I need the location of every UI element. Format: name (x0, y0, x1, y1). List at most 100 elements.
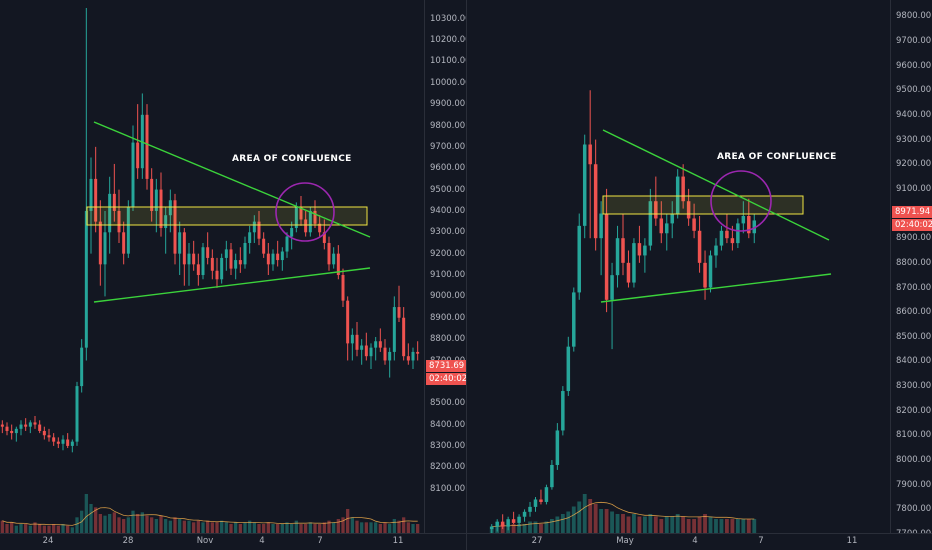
candle[interactable] (615, 225, 620, 288)
candle[interactable] (84, 8, 88, 361)
plot-area-right[interactable]: AREA OF CONFLUENCE (467, 0, 890, 534)
candle[interactable] (10, 424, 14, 440)
candle[interactable] (238, 247, 242, 273)
candle[interactable] (675, 169, 680, 219)
candle[interactable] (632, 238, 636, 288)
candle[interactable] (511, 511, 516, 525)
candle[interactable] (406, 343, 410, 365)
candle[interactable] (495, 519, 499, 532)
candle[interactable] (252, 215, 256, 243)
candle[interactable] (42, 426, 46, 440)
candle[interactable] (262, 232, 266, 258)
trendline-upper[interactable] (93, 121, 371, 238)
candle[interactable] (75, 381, 79, 446)
candle[interactable] (243, 236, 247, 269)
plot-area-left[interactable]: AREA OF CONFLUENCE (0, 0, 424, 534)
candle[interactable] (136, 104, 140, 179)
candle[interactable] (201, 242, 205, 280)
candle[interactable] (397, 285, 401, 323)
candle[interactable] (89, 157, 93, 254)
candle[interactable] (681, 164, 685, 209)
candle[interactable] (533, 497, 538, 512)
candle[interactable] (355, 322, 359, 357)
candle[interactable] (24, 418, 28, 431)
candle[interactable] (122, 221, 126, 265)
candle[interactable] (374, 336, 378, 361)
candle[interactable] (145, 104, 149, 190)
candle[interactable] (5, 422, 9, 436)
candle[interactable] (360, 339, 364, 365)
candle[interactable] (500, 514, 505, 530)
candle[interactable] (665, 213, 669, 251)
candle[interactable] (56, 437, 60, 449)
candle[interactable] (0, 420, 4, 434)
candle[interactable] (544, 484, 549, 505)
candle[interactable] (108, 176, 112, 254)
candle[interactable] (14, 426, 18, 442)
candle[interactable] (47, 428, 51, 442)
candle[interactable] (383, 339, 387, 365)
candle[interactable] (299, 195, 303, 226)
candle[interactable] (290, 221, 294, 250)
candle[interactable] (517, 514, 521, 527)
candle[interactable] (692, 203, 696, 239)
candle[interactable] (599, 201, 603, 276)
candle[interactable] (686, 188, 691, 226)
candle[interactable] (388, 347, 392, 378)
candle[interactable] (52, 433, 56, 446)
candle[interactable] (192, 240, 196, 271)
candle[interactable] (654, 176, 658, 226)
confluence-circle[interactable] (275, 182, 335, 242)
candle[interactable] (697, 216, 702, 273)
candle[interactable] (350, 328, 354, 361)
candle[interactable] (369, 343, 373, 370)
candle[interactable] (539, 489, 543, 505)
candle[interactable] (182, 228, 186, 286)
confluence-zone[interactable] (602, 195, 804, 215)
candle[interactable] (28, 420, 32, 434)
candle[interactable] (332, 247, 336, 269)
candle[interactable] (304, 210, 308, 237)
candle[interactable] (327, 236, 331, 271)
candle[interactable] (736, 218, 740, 249)
candle[interactable] (336, 245, 340, 280)
candle[interactable] (582, 134, 587, 239)
candle[interactable] (61, 435, 65, 451)
candle[interactable] (714, 238, 718, 268)
candle[interactable] (604, 188, 609, 313)
candle[interactable] (196, 253, 200, 286)
candle[interactable] (150, 168, 154, 222)
candle[interactable] (416, 341, 420, 361)
candle[interactable] (266, 242, 270, 276)
candle[interactable] (215, 257, 219, 288)
candle[interactable] (126, 200, 130, 258)
candle[interactable] (670, 201, 674, 239)
candle[interactable] (392, 296, 396, 361)
trendline-lower[interactable] (93, 267, 371, 303)
candle[interactable] (98, 200, 102, 286)
candle[interactable] (610, 262, 614, 350)
candle[interactable] (224, 240, 228, 271)
candle[interactable] (140, 93, 144, 179)
candle[interactable] (555, 423, 560, 470)
candle[interactable] (173, 193, 177, 265)
time-axis-left[interactable]: 24 28 Nov 4 7 11 (0, 533, 466, 550)
candle[interactable] (648, 188, 653, 251)
candle[interactable] (220, 253, 224, 284)
candle[interactable] (248, 225, 252, 254)
candle[interactable] (70, 439, 74, 453)
candle[interactable] (577, 213, 581, 300)
candle[interactable] (747, 198, 751, 239)
candle[interactable] (131, 125, 135, 211)
trendline-lower[interactable] (600, 273, 832, 303)
candle[interactable] (38, 420, 42, 434)
candle[interactable] (703, 250, 707, 300)
candle[interactable] (178, 221, 182, 276)
candle[interactable] (271, 249, 275, 271)
candle[interactable] (346, 296, 350, 361)
candle[interactable] (19, 420, 23, 436)
candle[interactable] (206, 232, 210, 265)
candle[interactable] (659, 201, 664, 244)
candle[interactable] (112, 163, 116, 222)
confluence-circle[interactable] (710, 170, 772, 232)
